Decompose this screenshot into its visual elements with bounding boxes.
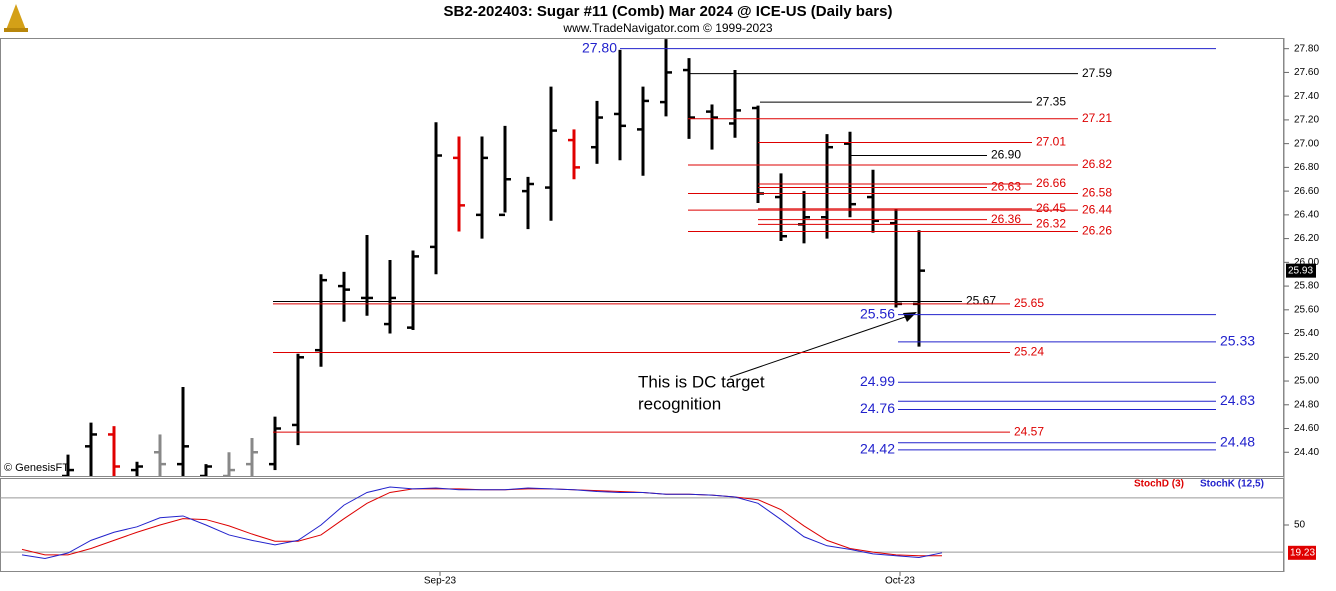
y-tick-label: 25.80 (1294, 281, 1319, 292)
y-tick-label: 26.40 (1294, 210, 1319, 221)
level-label: 24.57 (1014, 424, 1044, 438)
level-label: 27.35 (1036, 94, 1066, 108)
legend-entry: StochD (3) (1134, 479, 1184, 490)
y-tick-label: 27.80 (1294, 43, 1319, 54)
y-tick-label: 24.60 (1294, 423, 1319, 434)
stoch-line (21, 486, 943, 559)
chart-title: SB2-202403: Sugar #11 (Comb) Mar 2024 @ … (444, 3, 893, 20)
annotation: recognition (638, 394, 721, 413)
price-plot (62, 39, 925, 476)
y-tick-label: 50 (1294, 520, 1306, 531)
x-tick-label: Oct-23 (885, 576, 915, 587)
level-label: 24.76 (860, 400, 895, 416)
y-tick-label: 26.20 (1294, 233, 1319, 244)
last-price-label: 25.93 (1288, 265, 1313, 276)
y-tick-label: 25.60 (1294, 304, 1319, 315)
annotation: This is DC target (638, 372, 765, 391)
level-label: 25.24 (1014, 345, 1044, 359)
last-price-box (1286, 263, 1316, 278)
y-tick-label: 27.20 (1294, 115, 1319, 126)
level-label: 26.66 (1036, 176, 1066, 190)
legend-entry: StochK (12,5) (1200, 479, 1264, 490)
level-label: 26.26 (1082, 224, 1112, 238)
y-tick-label: 27.40 (1294, 91, 1319, 102)
level-label: 25.67 (966, 294, 996, 308)
level-label: 26.36 (991, 212, 1021, 226)
last-stoch-box (1288, 545, 1316, 560)
y-tick-label: 26.00 (1294, 257, 1319, 268)
level-label: 26.82 (1082, 157, 1112, 171)
annotation-arrow (729, 315, 909, 378)
level-label: 24.99 (860, 373, 895, 389)
y-tick-label: 25.20 (1294, 352, 1319, 363)
level-label: 24.48 (1220, 433, 1255, 449)
x-tick-label: Sep-23 (424, 576, 457, 587)
chart-subtitle: www.TradeNavigator.com © 1999-2023 (562, 21, 772, 35)
source: © GenesisFT (4, 462, 69, 474)
y-tick-label: 24.40 (1294, 447, 1319, 458)
level-label: 26.63 (991, 180, 1021, 194)
y-tick-label: 26.60 (1294, 186, 1319, 197)
level-label: 26.44 (1082, 202, 1112, 216)
level-label: 27.01 (1036, 135, 1066, 149)
level-label: 24.83 (1220, 392, 1255, 408)
level-label: 27.59 (1082, 66, 1112, 80)
level-label: 26.58 (1082, 186, 1112, 200)
y-tick-label: 27.00 (1294, 138, 1319, 149)
y-tick-label: 25.40 (1294, 328, 1319, 339)
last-stoch-label: 19.23 (1290, 547, 1315, 558)
level-label: 26.90 (991, 148, 1021, 162)
level-label: 25.33 (1220, 333, 1255, 349)
level-label: 25.65 (1014, 296, 1044, 310)
level-label: 26.45 (1036, 201, 1066, 215)
level-label: 25.56 (860, 305, 895, 321)
y-tick-label: 25.00 (1294, 376, 1319, 387)
y-tick-label: 24.80 (1294, 399, 1319, 410)
logo (4, 4, 28, 32)
y-tick-label: 26.80 (1294, 162, 1319, 173)
level-label: 24.42 (860, 441, 895, 457)
level-label: 26.32 (1036, 217, 1066, 231)
y-tick-label: 27.60 (1294, 67, 1319, 78)
level-label: 27.80 (582, 39, 617, 55)
level-label: 27.21 (1082, 111, 1112, 125)
